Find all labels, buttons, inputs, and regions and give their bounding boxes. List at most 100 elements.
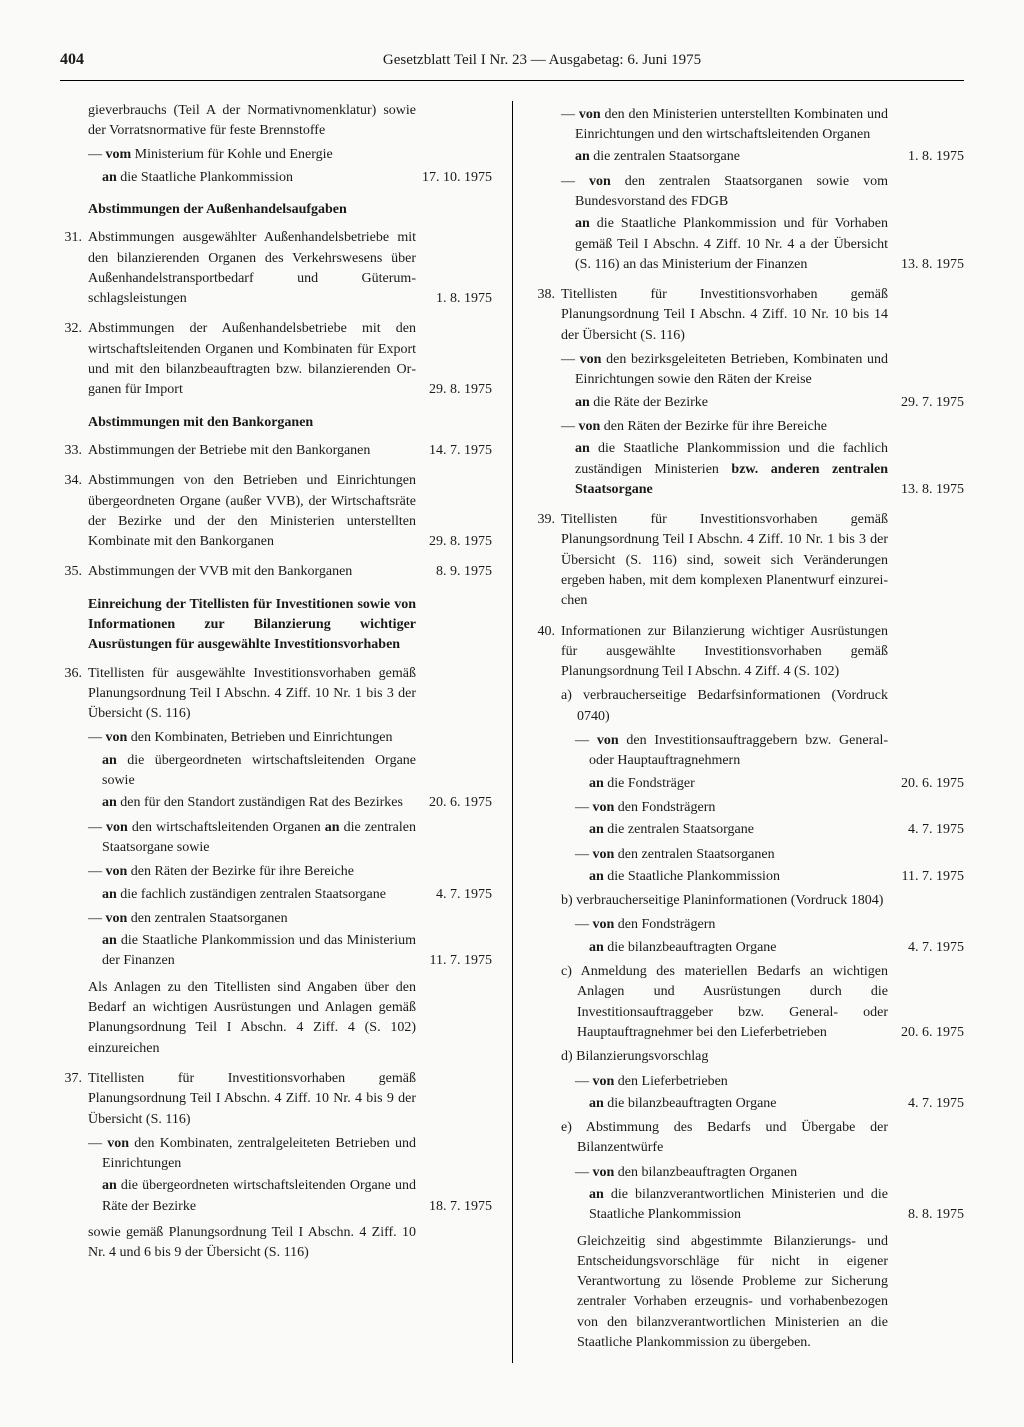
item-33: 33. Abstimmungen der Betriebe mit den Ba… xyxy=(60,441,492,461)
cont-block: — von den den Ministerien unterstellten … xyxy=(533,101,964,275)
num-38: 38. xyxy=(533,285,561,500)
i36-s4-an-row: an die Staatliche Plankommission und das… xyxy=(102,931,416,972)
num-36: 36. xyxy=(60,664,88,1059)
i40-a-s1-date: 20. 6. 1975 xyxy=(901,774,964,794)
item-32: 32. Abstimmungen der Außenhandelsbetrieb… xyxy=(60,319,492,400)
i40-d-s1-an: an die bilanzbeauftragten Organe xyxy=(589,1096,777,1111)
i36-note: Als Anlagen zu den Titellisten sind An­g… xyxy=(88,978,416,1059)
body-31: Abstimmungen ausgewählter Außenhan­delsb… xyxy=(88,228,492,309)
i40-e-s1: — von den bilanzbeauftragten Organen xyxy=(589,1163,888,1183)
i40-d-s1-an-row: an die bilanzbeauftragten Organe 4. 7. 1… xyxy=(589,1094,888,1114)
i40-b-s1: — von den Fondsträgern xyxy=(589,915,888,935)
i37-note: sowie gemäß Planungsordnung Teil I Absch… xyxy=(88,1223,416,1264)
body-35: Abstimmungen der VVB mit den Bankor­gane… xyxy=(88,562,492,582)
i40-b: b) verbraucherseitige Planinformationen … xyxy=(577,891,888,911)
i40-e: e) Abstimmung des Bedarfs und Über­gabe … xyxy=(577,1118,888,1159)
heading-1: Abstimmungen der Außenhandelsaufgaben xyxy=(88,200,492,220)
i36-s4-date: 11. 7. 1975 xyxy=(430,951,492,971)
c-s2-date: 13. 8. 1975 xyxy=(901,255,964,275)
header-title: Gesetzblatt Teil I Nr. 23 — Ausgabetag: … xyxy=(120,50,964,72)
i36-s1-an2: an den für den Standort zuständigen Rat … xyxy=(102,795,403,810)
i38-s1-an: an die Räte der Bezirke xyxy=(575,395,708,410)
i38-s2: — von den Räten der Bezirke für ihre Be­… xyxy=(575,417,888,437)
item-36: 36. Titellisten für ausgewählte Investit… xyxy=(60,664,492,1059)
content-columns: gieverbrauchs (Teil A der Normativ­nomen… xyxy=(60,101,964,1364)
left-column: gieverbrauchs (Teil A der Normativ­nomen… xyxy=(60,101,512,1364)
i40-c-date: 20. 6. 1975 xyxy=(917,1023,964,1043)
page-header: 404 Gesetzblatt Teil I Nr. 23 — Ausgabet… xyxy=(60,48,964,81)
num-39: 39. xyxy=(533,510,561,611)
i37-s1-date: 18. 7. 1975 xyxy=(429,1197,492,1217)
c-s2-an-row: an die Staatliche Plankommission und für… xyxy=(575,214,888,275)
body-38: Titellisten für Investitionsvorhaben ge­… xyxy=(561,285,888,346)
heading-2: Abstimmungen mit den Bankorganen xyxy=(88,413,492,433)
i36-s1-an1: an die übergeordneten wirtschaftslei­ten… xyxy=(102,751,416,792)
i40-a-s2-an-row: an die zentralen Staatsorgane 4. 7. 1975 xyxy=(589,820,888,840)
item-34: 34. Abstimmungen von den Betrieben und E… xyxy=(60,471,492,552)
right-column: — von den den Ministerien unterstellten … xyxy=(512,101,964,1364)
date-32: 29. 8. 1975 xyxy=(429,380,492,400)
c-s1-date: 1. 8. 1975 xyxy=(908,147,964,167)
i38-s1-an-row: an die Räte der Bezirke 29. 7. 1975 xyxy=(575,393,888,413)
item-31: 31. Abstimmungen ausgewählter Außenhan­d… xyxy=(60,228,492,309)
intro-text: gieverbrauchs (Teil A der Normativ­nomen… xyxy=(88,101,416,142)
i40-a-s2-date: 4. 7. 1975 xyxy=(908,820,964,840)
i40-e-s1-an-row: an die bilanzverantwortlichen Mini­steri… xyxy=(589,1185,888,1226)
i40-e-s1-date: 8. 8. 1975 xyxy=(908,1205,964,1225)
i40-a-s1: — von den Investitionsauftraggebern bzw.… xyxy=(589,731,888,772)
body-39: Titellisten für Investitionsvorhaben gem… xyxy=(561,510,964,611)
i36-s4: — von den zentralen Staatsorganen xyxy=(102,909,416,929)
i40-a-s1-an: an die Fondsträger xyxy=(589,776,695,791)
i40-d-s1-date: 4. 7. 1975 xyxy=(908,1094,964,1114)
i38-s2-an-row: an die Staatliche Plankommission und die… xyxy=(575,439,888,500)
i36-s3-an-row: an die fachlich zuständigen zentralen St… xyxy=(102,885,416,905)
i40-a-s3-an-row: an die Staatliche Plankommission 11. 7. … xyxy=(589,867,888,887)
i36-s3-an: an die fachlich zuständigen zentralen St… xyxy=(102,887,386,902)
i36-s4-an: an die Staatliche Plankommission und das… xyxy=(102,933,416,968)
c-s1: — von den den Ministerien unterstellten … xyxy=(575,105,888,146)
i38-s1-date: 29. 7. 1975 xyxy=(901,393,964,413)
body-40: Informationen zur Bilanzierung wichtiger… xyxy=(561,622,888,683)
i36-s3: — von den Räten der Bezirke für ihre Ber… xyxy=(102,862,416,882)
num-37: 37. xyxy=(60,1069,88,1264)
i40-note: Gleichzeitig sind abgestimmte Bilanzie­r… xyxy=(577,1232,888,1354)
date-33: 14. 7. 1975 xyxy=(429,441,492,461)
item-38: 38. Titellisten für Investitionsvorhaben… xyxy=(533,285,964,500)
item-40: 40. Informationen zur Bilanzierung wicht… xyxy=(533,622,964,1354)
i40-a-s3-an: an die Staatliche Plankommission xyxy=(589,869,780,884)
c-s2-an: an die Staatliche Plankommission und für… xyxy=(575,216,888,272)
i40-a-s3-date: 11. 7. 1975 xyxy=(902,867,964,887)
num-33: 33. xyxy=(60,441,88,461)
i37-s1: — von den Kombinaten, zentralgelei­teten… xyxy=(102,1134,416,1175)
i36-s1-date: 20. 6. 1975 xyxy=(429,793,492,813)
num-31: 31. xyxy=(60,228,88,309)
num-35: 35. xyxy=(60,562,88,582)
i40-a-s2: — von den Fondsträgern xyxy=(589,798,888,818)
i40-a-s2-an: an die zentralen Staatsorgane xyxy=(589,822,754,837)
date-34: 29. 8. 1975 xyxy=(429,532,492,552)
i36-s2: — von den wirtschaftsleitenden Organen a… xyxy=(102,818,416,859)
intro-block: gieverbrauchs (Teil A der Normativ­nomen… xyxy=(60,101,492,188)
item-37: 37. Titellisten für Investitionsvorhaben… xyxy=(60,1069,492,1264)
i40-c: c) Anmeldung des materiellen Bedarfs an … xyxy=(561,964,888,1040)
item-35: 35. Abstimmungen der VVB mit den Bankor­… xyxy=(60,562,492,582)
c-s1-an-row: an die zentralen Staatsorgane 1. 8. 1975 xyxy=(575,147,888,167)
num-32: 32. xyxy=(60,319,88,400)
date-31: 1. 8. 1975 xyxy=(436,289,492,309)
body-36: Titellisten für ausgewählte Investitions… xyxy=(88,664,416,725)
i38-s2-an: an die Staatliche Plankommission und die… xyxy=(575,441,888,497)
i36-s1: — von den Kombinaten, Betrieben und Einr… xyxy=(102,728,416,748)
i40-b-s1-an-row: an die bilanzbeauftragten Organe 4. 7. 1… xyxy=(589,938,888,958)
c-s2: — von den zentralen Staatsorganen sowie … xyxy=(575,172,888,213)
c-s1-an: an die zentralen Staatsorgane xyxy=(575,149,740,164)
i38-s1: — von den bezirksgeleiteten Betrieben, K… xyxy=(575,350,888,391)
i40-b-s1-an: an die bilanzbeauftragten Organe xyxy=(589,940,777,955)
i40-c-row: c) Anmeldung des materiellen Bedarfs an … xyxy=(577,962,888,1043)
i40-e-s1-an: an die bilanzverantwortlichen Mini­steri… xyxy=(589,1187,888,1222)
body-37: Titellisten für Investitionsvorhaben gem… xyxy=(88,1069,416,1130)
intro-sub: — vom Ministerium für Kohle und Ener­gie xyxy=(102,145,416,165)
i40-d: d) Bilanzierungsvorschlag xyxy=(577,1047,888,1067)
i40-a-s3: — von den zentralen Staatsorganen xyxy=(589,845,888,865)
i36-s1-an2-row: an den für den Standort zuständigen Rat … xyxy=(102,793,416,813)
page-number: 404 xyxy=(60,48,120,71)
